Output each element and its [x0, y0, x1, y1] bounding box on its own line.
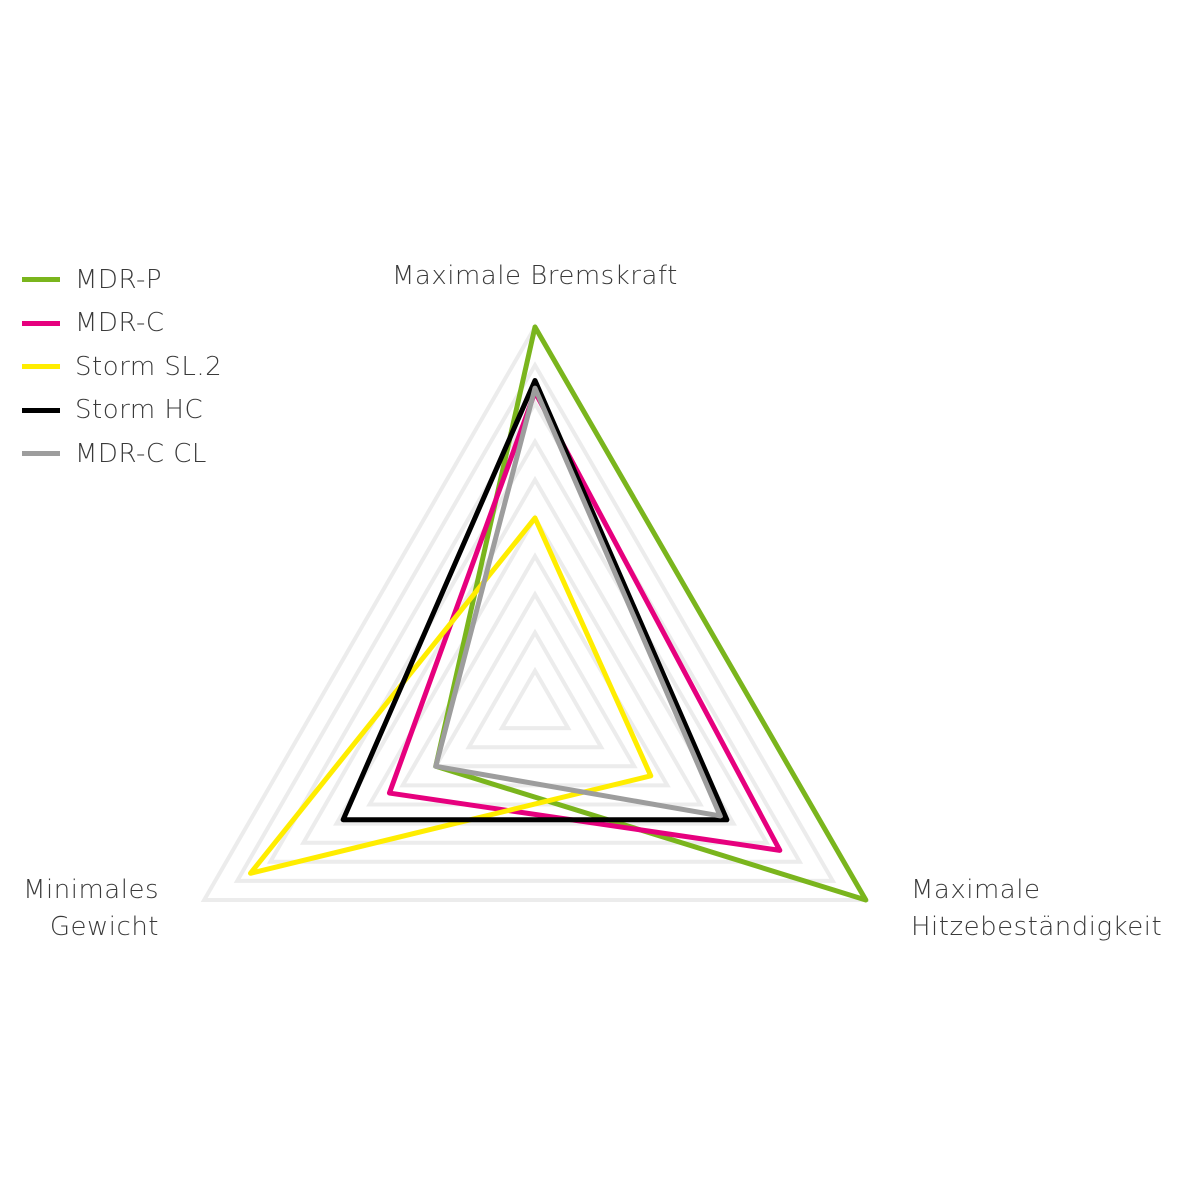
axis-label-line: Hitzebeständigkeit	[911, 912, 1163, 942]
axis-label-hitzebestaendigkeit: Maximale Hitzebeständigkeit	[911, 872, 1162, 946]
axis-label-line: Maximale	[911, 875, 1041, 905]
series-storm-sl-2	[247, 515, 654, 876]
legend: MDR-P MDR-C Storm SL.2 Storm HC MDR-C CL	[22, 258, 222, 476]
axis-label-gewicht: Minimales Gewicht	[23, 872, 159, 946]
legend-item-mdr-c: MDR-C	[22, 302, 222, 346]
legend-label: MDR-C	[75, 308, 165, 339]
grid-ring	[233, 361, 837, 883]
axis-label-line: Minimales	[23, 875, 159, 905]
axis-label-line: Gewicht	[49, 912, 159, 942]
legend-swatch	[22, 320, 60, 326]
legend-item-storm-sl2: Storm SL.2	[22, 345, 222, 389]
legend-label: MDR-C CL	[75, 438, 207, 469]
series-mdr-c	[386, 389, 783, 853]
legend-label: Storm HC	[75, 395, 204, 426]
legend-swatch	[22, 407, 60, 413]
legend-swatch	[22, 451, 60, 457]
legend-label: Storm SL.2	[75, 351, 223, 382]
legend-item-storm-hc: Storm HC	[22, 389, 222, 433]
grid-ring	[465, 628, 605, 750]
legend-item-mdr-p: MDR-P	[22, 258, 222, 302]
grid-ring	[266, 399, 804, 864]
grid-ring	[333, 475, 737, 826]
series-storm-hc	[340, 377, 730, 823]
axis-label-line: Maximale Bremskraft	[392, 261, 678, 291]
legend-item-mdr-c-cl: MDR-C CL	[22, 432, 222, 476]
axis-label-bremskraft: Maximale Bremskraft	[392, 258, 678, 295]
legend-label: MDR-P	[75, 264, 163, 295]
grid-ring	[432, 590, 638, 769]
series-mdr-c-cl	[433, 385, 723, 819]
grid-ring	[498, 666, 572, 731]
legend-swatch	[22, 364, 60, 370]
legend-swatch	[22, 277, 60, 283]
